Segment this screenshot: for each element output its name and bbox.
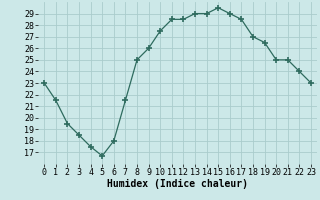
X-axis label: Humidex (Indice chaleur): Humidex (Indice chaleur): [107, 179, 248, 189]
